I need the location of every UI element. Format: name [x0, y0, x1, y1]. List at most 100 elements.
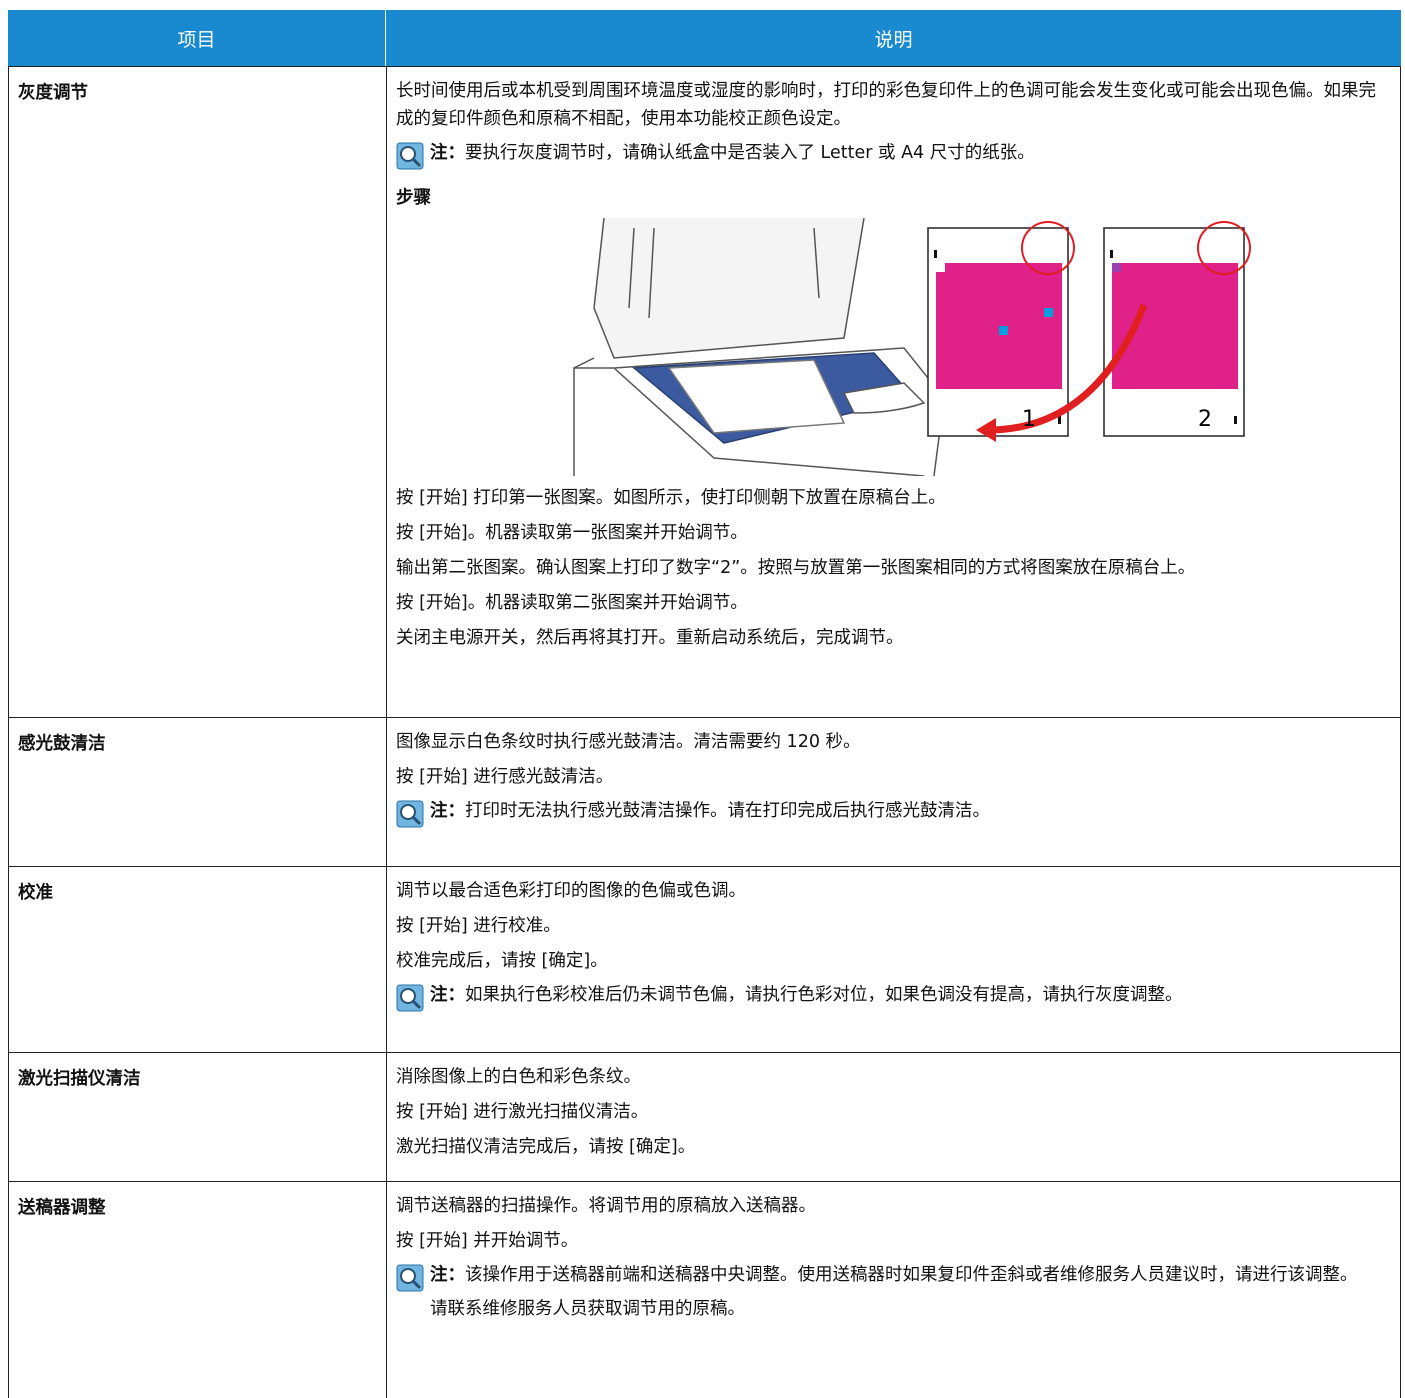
pattern-cell: [1139, 362, 1148, 371]
pattern-cell: [1035, 371, 1044, 380]
pattern-cell: [990, 371, 999, 380]
pattern-cell: [1008, 344, 1017, 353]
pattern-cell: [1112, 371, 1121, 380]
pattern-cell: [1148, 263, 1157, 272]
pattern-cell: [981, 299, 990, 308]
step: 关闭主电源开关，然后再将其打开。重新启动系统后，完成调节。: [396, 628, 904, 648]
pattern-cell: [1184, 308, 1193, 317]
table-row: 灰度调节 长时间使用后或本机受到周围环境温度或湿度的影响时，打印的彩色复印件上的…: [8, 66, 1401, 717]
pattern-cell: [1044, 299, 1053, 308]
table-row: 校准 调节以最合适色彩打印的图像的色偏或色调。 按 [开始] 进行校准。 校准完…: [8, 866, 1401, 1052]
pattern-cell: [1053, 308, 1062, 317]
figure-label: 2: [1198, 407, 1212, 432]
pattern-cell: [936, 272, 945, 281]
pattern-cell: [990, 308, 999, 317]
pattern-cell: [1202, 326, 1211, 335]
pattern-cell: [999, 263, 1008, 272]
pattern-cell: [1121, 308, 1130, 317]
pattern-cell: [1184, 263, 1193, 272]
pattern-cell: [1193, 371, 1202, 380]
pattern-cell: [1008, 299, 1017, 308]
pattern-cell: [1148, 308, 1157, 317]
pattern-cell: [1184, 299, 1193, 308]
pattern-cell: [1121, 362, 1130, 371]
pattern-cell: [1229, 380, 1238, 389]
pattern-cell: [1026, 308, 1035, 317]
pattern-cell: [1220, 353, 1229, 362]
pattern-cell: [954, 281, 963, 290]
pattern-cell: [936, 335, 945, 344]
note-text: 如果执行色彩校准后仍未调节色偏，请执行色彩对位，如果色调没有提高，请执行灰度调整…: [465, 985, 1183, 1005]
pattern-cell: [1053, 317, 1062, 326]
pattern-cell: [1193, 272, 1202, 281]
pattern-cell: [1139, 290, 1148, 299]
icon-handle: [411, 157, 422, 168]
pattern-cell: [990, 317, 999, 326]
table-row: 送稿器调整 调节送稿器的扫描操作。将调节用的原稿放入送稿器。 按 [开始] 并开…: [8, 1181, 1401, 1398]
pattern-cell: [945, 344, 954, 353]
pattern-cell: [1017, 380, 1026, 389]
pattern-cell: [1017, 290, 1026, 299]
description: 长时间使用后或本机受到周围环境温度或湿度的影响时，打印的彩色复印件上的色调可能会…: [396, 77, 1391, 659]
pattern-cell: [1166, 299, 1175, 308]
pattern-cell: [1166, 308, 1175, 317]
pattern-cell: [1044, 281, 1053, 290]
pattern-cell: [1148, 344, 1157, 353]
note-icon: [396, 800, 424, 828]
pattern-cell: [972, 371, 981, 380]
pattern-cell: [1026, 290, 1035, 299]
pattern-cell: [1184, 317, 1193, 326]
pattern-cell: [963, 380, 972, 389]
pattern-cell: [1112, 281, 1121, 290]
pattern-cell: [972, 308, 981, 317]
pattern-cell: [1148, 281, 1157, 290]
pattern-cell: [1166, 263, 1175, 272]
pattern-cell: [1184, 290, 1193, 299]
pattern-cell: [963, 353, 972, 362]
pattern-cell: [1026, 335, 1035, 344]
pattern-cell: [1202, 353, 1211, 362]
pattern-cell: [1026, 272, 1035, 281]
pattern-cell: [1053, 380, 1062, 389]
pattern-cell: [1035, 281, 1044, 290]
pattern-cell: [1053, 281, 1062, 290]
pattern-cell: [1121, 290, 1130, 299]
paragraph: 按 [开始] 进行激光扫描仪清洁。: [396, 1102, 649, 1122]
pattern-cell: [1035, 326, 1044, 335]
pattern-cell: [990, 299, 999, 308]
pattern-cell: [936, 263, 945, 272]
pattern-cell: [1008, 326, 1017, 335]
pattern-cell: [1220, 362, 1229, 371]
paragraph: 激光扫描仪清洁完成后，请按 [确定]。: [396, 1137, 696, 1157]
pattern-cell: [1184, 353, 1193, 362]
pattern-cell: [1166, 272, 1175, 281]
pattern-cell: [999, 371, 1008, 380]
pattern-cell: [1184, 380, 1193, 389]
pattern-cell: [1229, 281, 1238, 290]
pattern-cell: [936, 317, 945, 326]
note-label: 注：: [430, 143, 465, 163]
pattern-cell: [981, 317, 990, 326]
pattern-cell: [1112, 380, 1121, 389]
pattern-cell: [945, 353, 954, 362]
pattern-cell: [999, 308, 1008, 317]
note-label: 注：: [430, 985, 465, 1005]
pattern-cell: [1220, 263, 1229, 272]
pattern-cell: [936, 371, 945, 380]
pattern-cell: [1139, 263, 1148, 272]
pattern-cell: [1184, 335, 1193, 344]
pattern-cell: [999, 353, 1008, 362]
pattern-cell: [999, 317, 1008, 326]
paragraph: 调节送稿器的扫描操作。将调节用的原稿放入送稿器。: [396, 1196, 816, 1216]
pattern-cell: [954, 272, 963, 281]
pattern-cell: [1211, 299, 1220, 308]
pattern-cell: [1157, 371, 1166, 380]
pattern-cell: [1121, 299, 1130, 308]
paragraph: 校准完成后，请按 [确定]。: [396, 951, 608, 971]
pattern-cell: [963, 362, 972, 371]
pattern-cell: [1166, 326, 1175, 335]
pattern-cell: [1157, 353, 1166, 362]
pattern-cell: [1148, 299, 1157, 308]
pattern-cell: [954, 299, 963, 308]
pattern-cell: [999, 335, 1008, 344]
